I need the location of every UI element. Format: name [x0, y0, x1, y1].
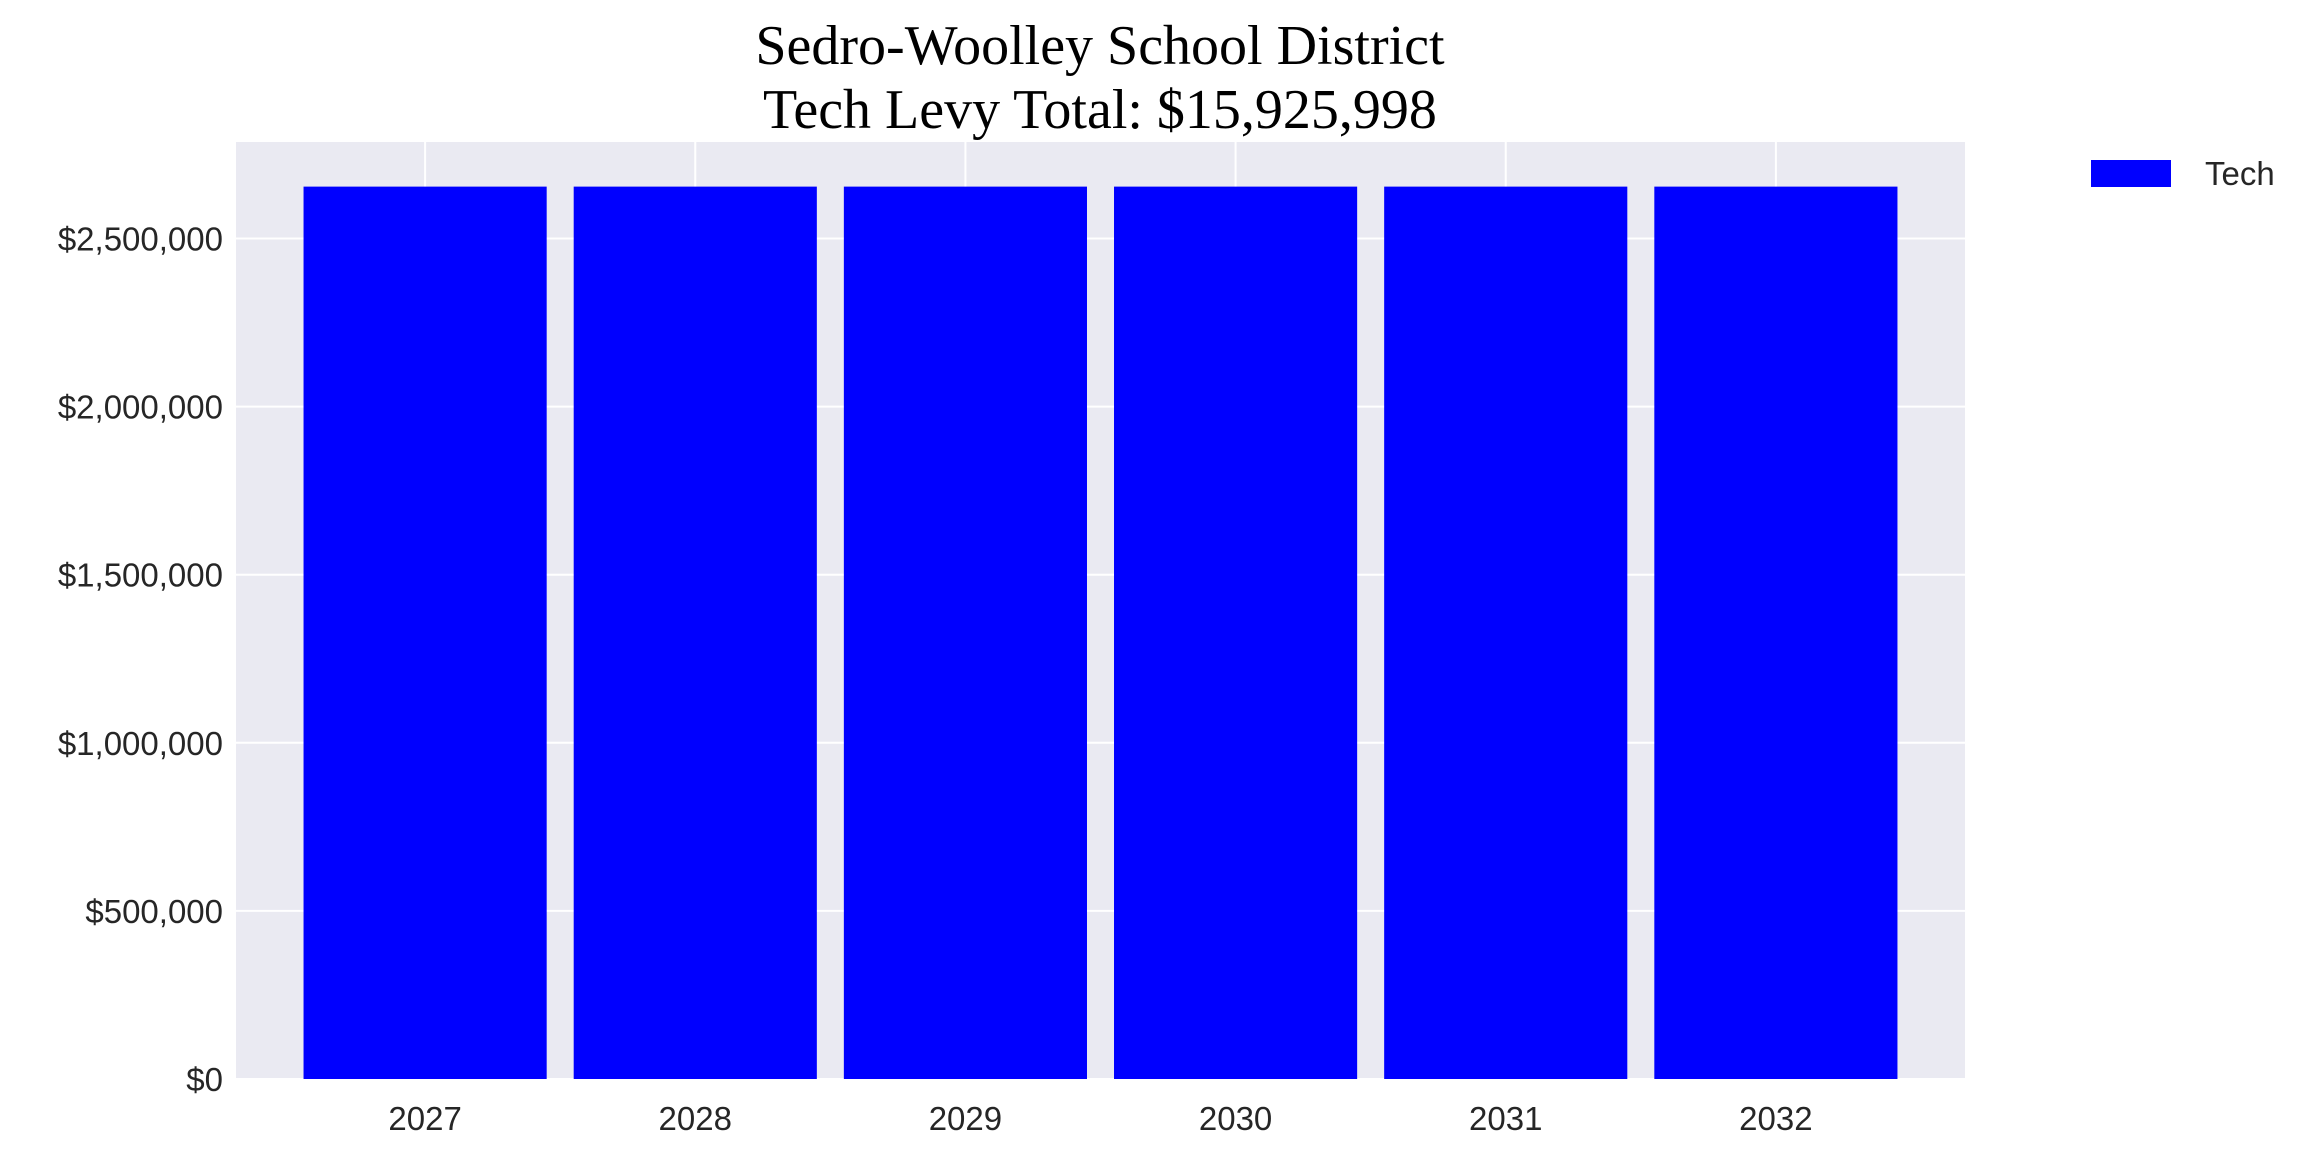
y-axis-ticks: $0 $500,000 $1,000,000 $1,500,000 $2,000,000… [58, 221, 223, 1098]
x-tick-label: 2029 [929, 1100, 1002, 1137]
bar-2030 [1114, 186, 1358, 1080]
x-tick-label: 2027 [388, 1100, 461, 1137]
chart-title-line-1: Sedro-Woolley School District [755, 15, 1445, 77]
bar-2031 [1384, 186, 1628, 1080]
bar-2027 [303, 186, 547, 1080]
bar-2029 [843, 186, 1087, 1080]
x-tick-label: 2028 [659, 1100, 732, 1137]
x-tick-label: 2031 [1469, 1100, 1542, 1137]
chart-title-line-2: Tech Levy Total: $15,925,998 [763, 79, 1437, 141]
x-tick-label: 2032 [1739, 1100, 1812, 1137]
bar-2028 [573, 186, 817, 1080]
x-tick-label: 2030 [1199, 1100, 1272, 1137]
x-axis-ticks: 2027 2028 2029 2030 2031 2032 [388, 1100, 1812, 1137]
bars [303, 186, 1898, 1080]
bar-2032 [1654, 186, 1898, 1080]
y-tick-label: $1,000,000 [58, 725, 223, 762]
y-tick-label: $2,000,000 [58, 389, 223, 426]
y-tick-label: $0 [186, 1061, 223, 1098]
y-tick-label: $1,500,000 [58, 557, 223, 594]
y-tick-label: $2,500,000 [58, 221, 223, 258]
legend-label-tech: Tech [2205, 155, 2275, 192]
legend-swatch-tech [2091, 160, 2171, 187]
y-tick-label: $500,000 [85, 893, 223, 930]
legend: Tech [2091, 155, 2275, 192]
